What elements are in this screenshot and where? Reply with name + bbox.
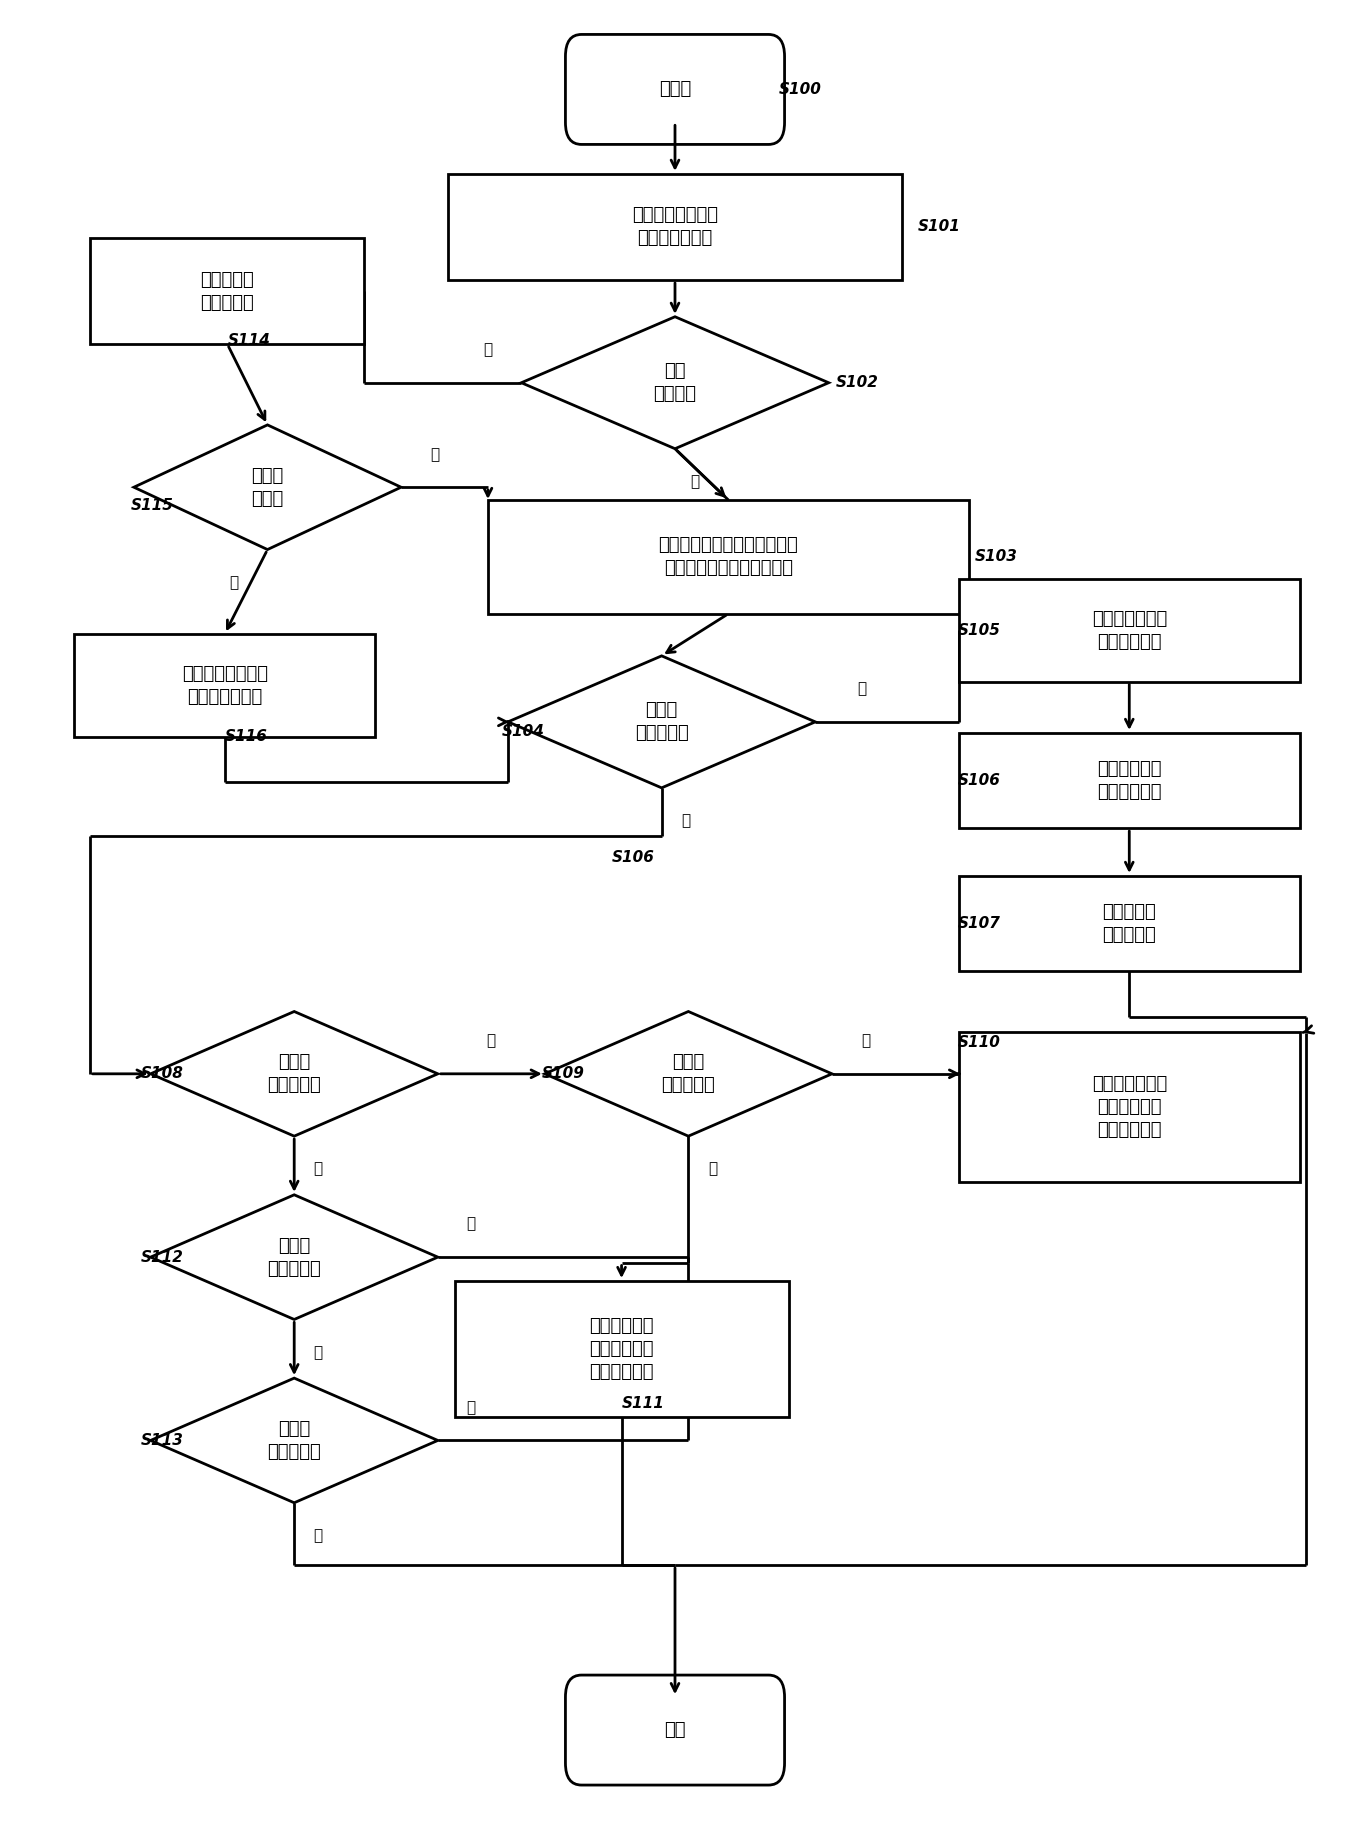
Text: S111: S111 (621, 1396, 664, 1411)
Text: S114: S114 (227, 332, 270, 347)
Text: 根据用户输入值变
更取样图标大小: 根据用户输入值变 更取样图标大小 (182, 665, 267, 706)
FancyBboxPatch shape (566, 1675, 784, 1784)
Text: 否: 否 (707, 1162, 717, 1177)
Text: 是: 是 (230, 574, 239, 589)
Text: 参数化大小已
变更的输入值: 参数化大小已 变更的输入值 (1098, 761, 1161, 802)
Text: 结束: 结束 (664, 1721, 686, 1740)
Text: 是: 是 (861, 1032, 869, 1049)
Text: S112: S112 (140, 1250, 184, 1265)
Text: 是: 是 (487, 1032, 495, 1049)
Text: S110: S110 (958, 1034, 1002, 1051)
Text: 是: 是 (467, 1217, 475, 1232)
Text: S116: S116 (224, 730, 267, 744)
FancyBboxPatch shape (448, 174, 902, 281)
Text: 否: 否 (313, 1527, 323, 1544)
Polygon shape (151, 1195, 437, 1319)
Text: 以临时存储的属
性值来变更显
示系统属性值: 以临时存储的属 性值来变更显 示系统属性值 (1092, 1075, 1166, 1140)
Text: 提供用户人
工输入环境: 提供用户人 工输入环境 (201, 272, 254, 312)
Text: S104: S104 (501, 724, 544, 739)
FancyBboxPatch shape (487, 501, 969, 613)
Text: 是: 是 (690, 475, 699, 489)
FancyBboxPatch shape (958, 875, 1300, 972)
Text: 否: 否 (682, 813, 690, 827)
Text: S106: S106 (612, 850, 655, 864)
Text: 初始化: 初始化 (659, 81, 691, 98)
Text: 临时存储显示系
统当前属性值: 临时存储显示系 统当前属性值 (1092, 610, 1166, 650)
Polygon shape (545, 1012, 832, 1136)
Text: 变更显示系
统图标大小: 变更显示系 统图标大小 (1103, 903, 1156, 944)
Polygon shape (508, 656, 815, 789)
FancyBboxPatch shape (566, 35, 784, 144)
Text: 适用按
钮是否接通: 适用按 钮是否接通 (634, 702, 688, 742)
Text: 否: 否 (313, 1162, 323, 1177)
Text: S106: S106 (958, 774, 1002, 789)
Text: S108: S108 (140, 1066, 184, 1080)
Text: 是否接
通复位按钮: 是否接 通复位按钮 (267, 1237, 321, 1278)
Text: S109: S109 (541, 1066, 585, 1080)
Text: S102: S102 (836, 375, 879, 390)
Text: 否: 否 (313, 1345, 323, 1359)
Text: 否: 否 (483, 342, 493, 356)
FancyBboxPatch shape (90, 238, 364, 344)
Polygon shape (134, 425, 401, 550)
Text: S115: S115 (131, 499, 174, 513)
Text: S113: S113 (140, 1433, 184, 1448)
FancyBboxPatch shape (74, 634, 375, 737)
Text: S100: S100 (779, 81, 822, 96)
Text: 否: 否 (429, 447, 439, 462)
FancyBboxPatch shape (958, 578, 1300, 682)
Polygon shape (151, 1378, 437, 1503)
Text: S105: S105 (958, 622, 1002, 637)
Text: S101: S101 (918, 220, 961, 235)
FancyBboxPatch shape (455, 1282, 788, 1417)
Text: 是否接
通取消按钮: 是否接 通取消按钮 (267, 1053, 321, 1093)
Text: 根据用户要求显示
图标设定对话框: 根据用户要求显示 图标设定对话框 (632, 207, 718, 247)
Polygon shape (151, 1012, 437, 1136)
Text: 是否接
通确认按钮: 是否接 通确认按钮 (267, 1420, 321, 1461)
Text: 用初始化之前
的显示系统属
性值进行变更: 用初始化之前 的显示系统属 性值进行变更 (590, 1317, 653, 1382)
Text: 是否接
通适用按钮: 是否接 通适用按钮 (662, 1053, 716, 1093)
FancyBboxPatch shape (958, 1032, 1300, 1182)
Text: S103: S103 (975, 549, 1017, 565)
Text: 是否
正常模式: 是否 正常模式 (653, 362, 697, 403)
Polygon shape (521, 316, 829, 449)
Text: S107: S107 (958, 916, 1002, 931)
Text: 在设定的输入值中，根据用户
选择值来变更取样图标大小: 在设定的输入值中，根据用户 选择值来变更取样图标大小 (659, 536, 798, 578)
FancyBboxPatch shape (958, 733, 1300, 827)
Text: 是: 是 (857, 682, 867, 696)
Text: 是: 是 (467, 1400, 475, 1415)
Text: 是否人
工输入: 是否人 工输入 (251, 467, 284, 508)
